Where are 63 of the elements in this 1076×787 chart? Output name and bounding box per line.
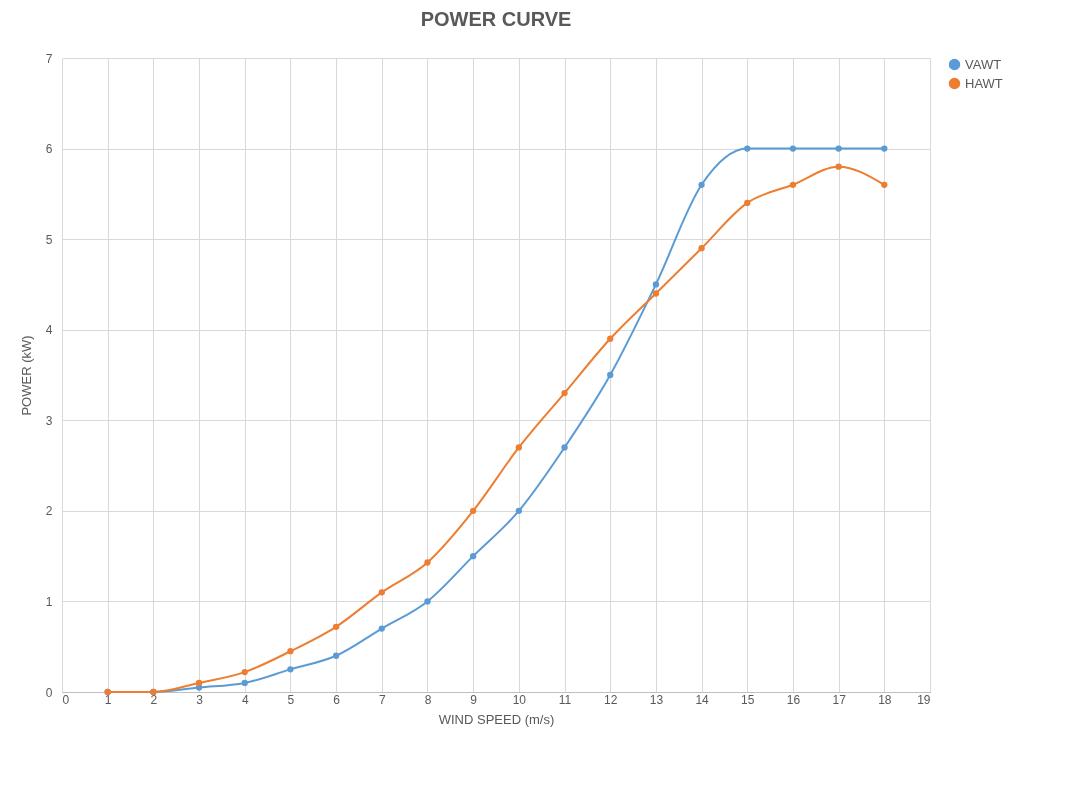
point	[195, 679, 203, 687]
point	[332, 623, 340, 630]
point	[470, 507, 477, 515]
point	[789, 145, 797, 152]
y-tick-label: 7	[45, 51, 53, 66]
x-tick-label: 6	[333, 692, 341, 707]
point	[744, 145, 751, 152]
x-tick-label: 14	[695, 692, 710, 707]
y-tick-label: 1	[45, 594, 53, 609]
point	[607, 371, 614, 379]
point	[378, 625, 385, 632]
y-tick-label: 3	[45, 413, 53, 428]
x-tick-label: 11	[558, 692, 572, 707]
legend-label: VAWT	[965, 56, 1002, 72]
x-tick-label: 18	[878, 692, 892, 707]
point	[424, 598, 431, 605]
point	[744, 199, 751, 207]
x-tick-label: 9	[470, 692, 478, 707]
point	[652, 290, 660, 297]
point	[561, 444, 568, 451]
y-tick-label: 2	[45, 504, 53, 519]
point	[561, 389, 568, 397]
y-tick-label: 4	[45, 323, 53, 338]
point	[881, 181, 888, 188]
point	[378, 589, 385, 596]
point	[287, 666, 294, 673]
point	[698, 181, 705, 188]
point	[332, 652, 340, 659]
chart-title: POWER CURVE	[420, 8, 572, 30]
x-tick-label: 10	[512, 692, 527, 707]
point	[515, 444, 522, 451]
y-tick-label: 6	[45, 142, 53, 157]
x-tick-label: 1	[104, 692, 112, 707]
x-tick-label: 12	[604, 692, 618, 707]
point	[607, 335, 614, 342]
legend-label: HAWT	[965, 75, 1003, 91]
x-tick-label: 5	[287, 692, 295, 707]
point	[881, 145, 888, 152]
x-tick-label: 15	[741, 692, 755, 707]
x-tick-label: 13	[649, 692, 664, 707]
point	[652, 281, 660, 288]
y-axis-title: POWER (kW)	[18, 335, 34, 416]
x-tick-label: 8	[424, 692, 432, 707]
point	[835, 163, 842, 170]
x-tick-label: 7	[378, 692, 386, 707]
point	[470, 552, 477, 560]
x-tick-label: 16	[786, 692, 801, 707]
point	[241, 668, 248, 676]
x-tick-label: 0	[62, 692, 70, 707]
x-tick-label: 4	[241, 692, 249, 707]
y-tick-label: 5	[45, 232, 53, 247]
x-tick-label: 3	[196, 692, 204, 707]
point	[515, 507, 522, 515]
x-tick-label: 19	[917, 692, 931, 707]
point	[424, 559, 431, 566]
x-axis-title: WIND SPEED (m/s)	[438, 711, 555, 727]
x-tick-label: 17	[832, 692, 847, 707]
point	[835, 145, 842, 152]
x-tick-label: 2	[150, 692, 158, 707]
point	[698, 245, 705, 252]
point	[287, 648, 294, 655]
point	[241, 679, 248, 687]
point	[789, 181, 797, 188]
